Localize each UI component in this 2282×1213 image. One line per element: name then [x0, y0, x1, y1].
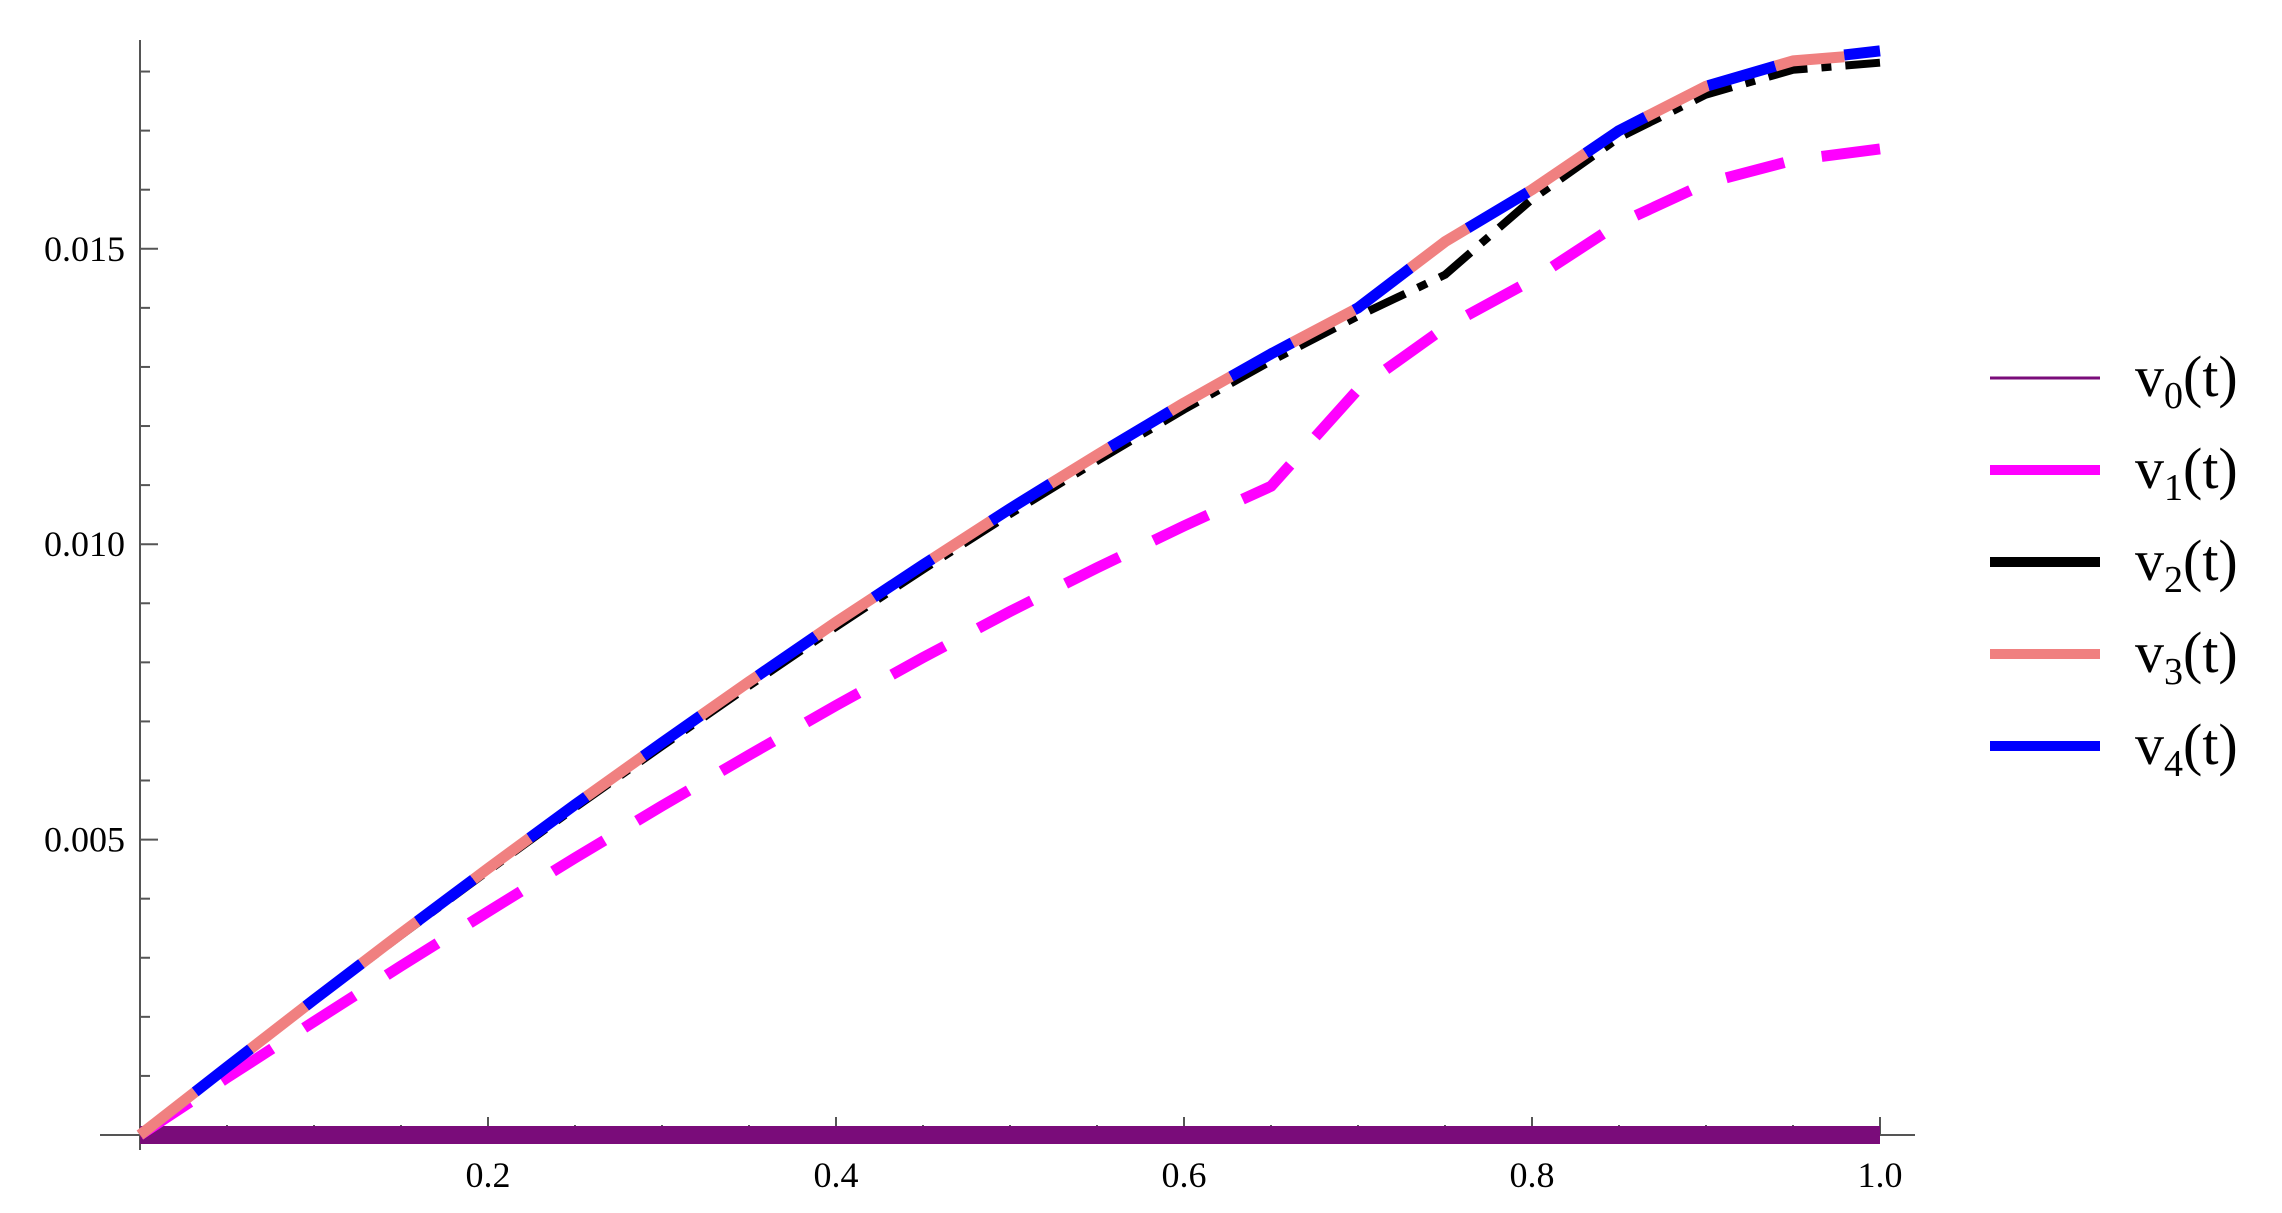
legend-label-v2: v2(t) — [2135, 528, 2238, 601]
y-tick-label: 0.005 — [44, 820, 125, 860]
legend-label-v0: v0(t) — [2135, 344, 2238, 417]
series-line-v4 — [136, 45, 1881, 1140]
series-line-v1 — [136, 143, 1881, 1140]
x-tick-label: 0.6 — [1162, 1155, 1207, 1195]
x-tick-label: 0.4 — [814, 1155, 859, 1195]
legend-label-v4: v4(t) — [2135, 712, 2238, 785]
series-line-v2 — [137, 58, 1881, 1139]
legend-label-v1: v1(t) — [2135, 436, 2238, 509]
legend-label-v3: v3(t) — [2135, 620, 2238, 693]
legend: v0(t) v1(t) v2(t) v3(t) v4(t) — [1990, 344, 2238, 785]
x-tick-label: 0.8 — [1510, 1155, 1555, 1195]
axes: 0.2 0.4 0.6 0.8 1.0 0.005 0.010 0.015 — [44, 40, 1915, 1195]
y-tick-label: 0.010 — [44, 524, 125, 564]
series-line-v3 — [136, 48, 1881, 1140]
y-tick-label: 0.015 — [44, 229, 125, 269]
series-layer — [136, 45, 1881, 1144]
x-tick-label: 1.0 — [1858, 1155, 1903, 1195]
x-tick-label: 0.2 — [466, 1155, 511, 1195]
